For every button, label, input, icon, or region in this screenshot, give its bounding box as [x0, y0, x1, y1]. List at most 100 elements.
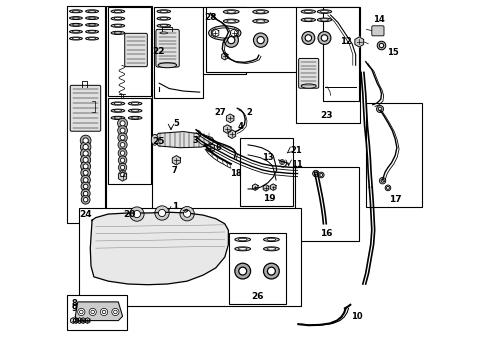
Ellipse shape	[208, 26, 241, 40]
Ellipse shape	[111, 109, 124, 112]
Bar	[203, 7, 245, 74]
Circle shape	[379, 177, 385, 184]
Ellipse shape	[157, 10, 170, 13]
Polygon shape	[77, 318, 82, 323]
Text: 16: 16	[319, 229, 332, 238]
Ellipse shape	[158, 63, 176, 68]
Ellipse shape	[252, 19, 268, 23]
Circle shape	[314, 172, 317, 175]
Ellipse shape	[69, 17, 82, 19]
Circle shape	[263, 263, 279, 279]
Ellipse shape	[114, 110, 122, 112]
Circle shape	[118, 149, 127, 158]
Bar	[79, 208, 301, 306]
Circle shape	[81, 155, 90, 165]
Ellipse shape	[69, 37, 82, 40]
Ellipse shape	[111, 10, 124, 13]
Text: 11: 11	[290, 161, 302, 170]
Ellipse shape	[69, 23, 82, 26]
Circle shape	[91, 310, 94, 314]
Ellipse shape	[72, 10, 80, 12]
Ellipse shape	[85, 37, 99, 40]
Circle shape	[301, 32, 314, 44]
FancyBboxPatch shape	[156, 30, 179, 67]
Circle shape	[267, 267, 275, 275]
Ellipse shape	[301, 18, 315, 22]
Text: 25: 25	[152, 137, 164, 146]
Ellipse shape	[234, 247, 250, 251]
Text: 13: 13	[261, 153, 273, 162]
Circle shape	[318, 172, 324, 178]
Circle shape	[83, 192, 88, 196]
Circle shape	[81, 148, 91, 159]
Polygon shape	[223, 125, 230, 134]
Ellipse shape	[114, 25, 122, 27]
Text: 23: 23	[320, 111, 332, 120]
FancyBboxPatch shape	[70, 85, 101, 131]
Circle shape	[279, 159, 284, 165]
Bar	[294, 167, 359, 241]
Ellipse shape	[160, 10, 167, 12]
Circle shape	[155, 206, 169, 220]
Circle shape	[80, 135, 91, 146]
Ellipse shape	[85, 17, 99, 19]
Ellipse shape	[128, 109, 142, 112]
Circle shape	[227, 37, 234, 44]
Circle shape	[158, 210, 165, 217]
Polygon shape	[172, 156, 180, 165]
Ellipse shape	[69, 10, 82, 13]
Ellipse shape	[111, 102, 124, 105]
Ellipse shape	[223, 19, 239, 23]
Ellipse shape	[301, 10, 315, 13]
Circle shape	[89, 309, 96, 316]
Ellipse shape	[114, 103, 122, 104]
Ellipse shape	[128, 102, 142, 105]
Circle shape	[112, 309, 119, 316]
Circle shape	[281, 161, 283, 163]
Ellipse shape	[256, 10, 264, 13]
Circle shape	[83, 184, 88, 189]
Circle shape	[376, 105, 383, 113]
Circle shape	[120, 151, 124, 155]
Circle shape	[120, 135, 124, 140]
Ellipse shape	[160, 25, 167, 27]
Ellipse shape	[157, 24, 170, 27]
Circle shape	[384, 185, 390, 191]
Circle shape	[81, 182, 90, 191]
Ellipse shape	[256, 20, 264, 22]
Ellipse shape	[72, 24, 80, 26]
Bar	[108, 98, 150, 184]
Bar	[322, 7, 359, 101]
Ellipse shape	[88, 17, 96, 19]
Circle shape	[312, 170, 319, 177]
Text: 18: 18	[230, 169, 241, 178]
Ellipse shape	[226, 10, 235, 13]
Circle shape	[321, 35, 327, 41]
Circle shape	[113, 310, 117, 314]
Ellipse shape	[160, 18, 167, 19]
Circle shape	[83, 177, 88, 183]
Ellipse shape	[111, 116, 124, 120]
Ellipse shape	[317, 18, 331, 22]
Circle shape	[81, 189, 90, 198]
Polygon shape	[206, 143, 214, 152]
Ellipse shape	[226, 20, 235, 22]
Circle shape	[83, 164, 88, 169]
Ellipse shape	[263, 238, 279, 242]
Bar	[108, 7, 150, 96]
Circle shape	[120, 165, 124, 170]
Text: 10: 10	[351, 312, 362, 321]
Ellipse shape	[252, 10, 268, 14]
Circle shape	[378, 107, 381, 111]
Ellipse shape	[114, 117, 122, 119]
Circle shape	[305, 35, 311, 41]
Text: 27: 27	[214, 108, 225, 117]
Ellipse shape	[234, 238, 250, 242]
Ellipse shape	[266, 238, 275, 241]
Ellipse shape	[301, 84, 316, 88]
Ellipse shape	[85, 30, 99, 33]
Bar	[240, 138, 292, 206]
Ellipse shape	[114, 18, 122, 19]
Text: 14: 14	[372, 15, 384, 24]
Polygon shape	[90, 212, 228, 285]
